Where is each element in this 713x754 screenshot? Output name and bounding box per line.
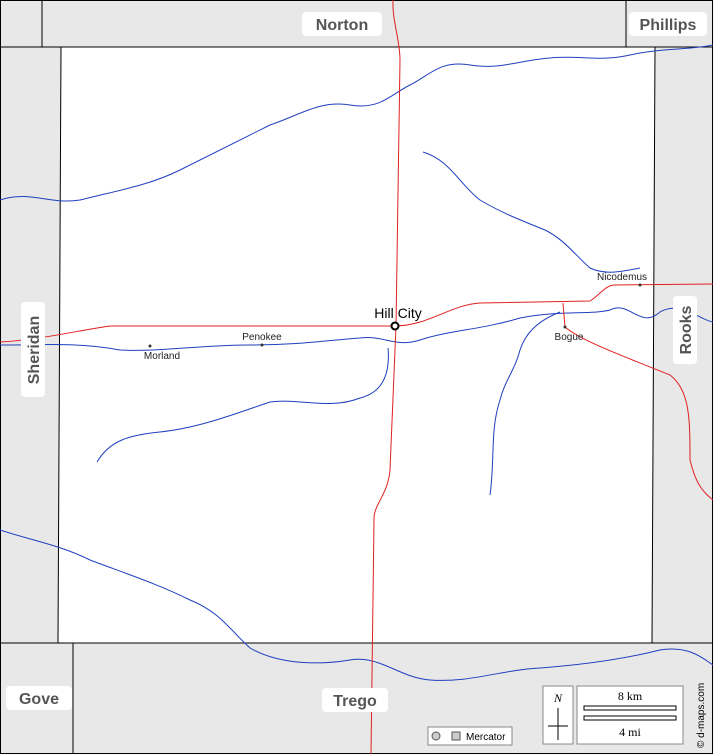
credit: © d-maps.com <box>696 683 707 748</box>
neighbor-label: Norton <box>316 17 368 34</box>
town-label: Morland <box>144 351 180 362</box>
county <box>58 47 655 643</box>
neighbor-label: Rooks <box>678 305 695 354</box>
seat-label: Hill City <box>374 305 421 321</box>
neighbor-label: Sheridan <box>26 316 43 384</box>
neighbor-labels: Norton Phillips Sheridan Rooks Gove Treg… <box>6 12 707 712</box>
north-label: N <box>553 691 563 705</box>
town-label: Penokee <box>242 332 282 343</box>
town-label: Bogue <box>555 332 584 343</box>
towns: Hill City Nicodemus Penokee Morland Bogu… <box>144 272 647 362</box>
neighbor-label: Phillips <box>640 17 697 34</box>
projection: Mercator <box>466 732 506 743</box>
rivers <box>0 44 713 681</box>
town-label: Nicodemus <box>597 272 647 283</box>
legend: N 8 km 4 mi Mercator © d-maps.com <box>427 683 707 748</box>
scale-km: 8 km <box>618 689 643 703</box>
neighbor-label: Trego <box>333 693 377 710</box>
scale-mi: 4 mi <box>619 725 641 739</box>
neighbor-label: Gove <box>19 691 59 708</box>
